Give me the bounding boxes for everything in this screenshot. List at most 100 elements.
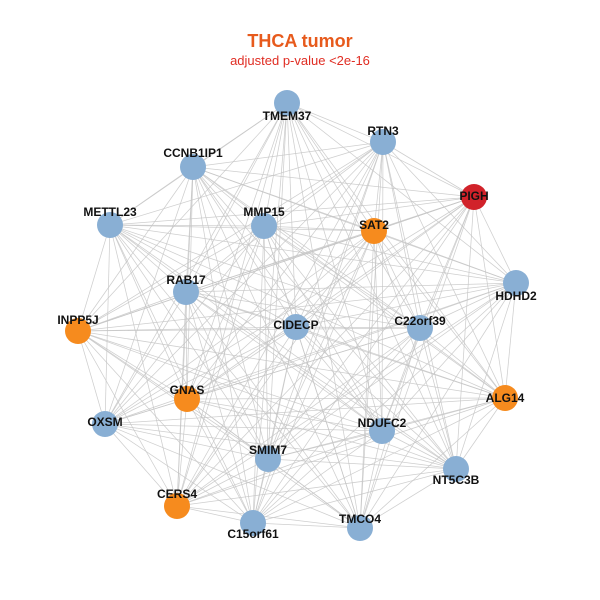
edge-line (104, 397, 506, 425)
edge-line (382, 141, 475, 198)
edge-line (267, 141, 384, 460)
node-oxsm (92, 411, 118, 437)
node-label-mmp15: MMP15 (243, 205, 285, 219)
edge-line (77, 330, 254, 524)
node-label-rtn3: RTN3 (367, 124, 399, 138)
edge-line (263, 225, 375, 232)
edge-line (77, 330, 506, 399)
edge-line (192, 166, 506, 399)
edge-line (252, 430, 383, 524)
edge-line (109, 166, 194, 226)
edge-line (252, 282, 517, 524)
edge-line (104, 398, 188, 425)
node-label-ndufc2: NDUFC2 (357, 416, 407, 430)
edge-line (359, 397, 506, 529)
edge-line (77, 330, 457, 470)
edge-line (186, 397, 506, 400)
edge-line (373, 230, 506, 399)
node-hdhd2 (503, 270, 529, 296)
edge-line (176, 230, 375, 507)
node-label-c22orf39: C22orf39 (394, 314, 446, 328)
edge-line (109, 224, 254, 524)
edge-line (176, 430, 383, 507)
edge-line (77, 330, 269, 460)
node-mettl23 (97, 212, 123, 238)
edge-line (104, 423, 361, 529)
edge-line (504, 282, 517, 399)
edge-line (77, 141, 384, 332)
edge-line (104, 166, 194, 425)
edge-line (359, 282, 517, 529)
node-gnas (174, 386, 200, 412)
node-label-c15orf61: C15orf61 (227, 527, 279, 541)
node-label-pigh: PIGH (459, 189, 489, 203)
edge-line (286, 102, 384, 143)
edge-line (286, 102, 297, 328)
edge-line (267, 458, 361, 529)
edge-line (192, 141, 384, 168)
edge-line (455, 196, 475, 470)
edge-line (286, 102, 375, 232)
node-label-mettl23: METTL23 (83, 205, 137, 219)
node-label-sat2: SAT2 (359, 218, 389, 232)
edge-line (419, 282, 517, 329)
edge-line (104, 102, 288, 425)
edge-line (77, 330, 178, 507)
edge-line (185, 225, 265, 293)
edge-line (185, 291, 269, 460)
edge-line (176, 326, 297, 507)
node-c22orf39 (407, 315, 433, 341)
edge-line (186, 225, 265, 400)
edge-line (252, 225, 265, 524)
edge-line (109, 224, 361, 529)
edge-line (104, 326, 297, 425)
edge-line (109, 224, 178, 507)
edge-line (77, 327, 421, 332)
edge-line (263, 225, 517, 284)
edge-line (192, 166, 254, 524)
node-label-cidecp: CIDECP (273, 318, 319, 332)
node-rtn3 (370, 129, 396, 155)
edge-line (295, 326, 361, 529)
node-label-smim7: SMIM7 (248, 443, 288, 457)
edge-line (455, 282, 517, 470)
edge-line (176, 398, 188, 507)
edge-line (185, 291, 188, 400)
edge-line (104, 423, 254, 524)
node-label-hdhd2: HDHD2 (495, 289, 537, 303)
node-tmco4 (347, 515, 373, 541)
edge-line (185, 230, 375, 293)
edge-line (77, 330, 383, 432)
edge-line (185, 291, 361, 529)
edge-line (104, 423, 178, 507)
edge-line (373, 230, 421, 329)
edge-line (295, 282, 517, 328)
edge-line (176, 196, 475, 507)
edge-line (373, 230, 517, 284)
node-nt5c3b (443, 456, 469, 482)
node-sat2 (361, 218, 387, 244)
edge-line (109, 224, 297, 328)
edge-line (186, 398, 457, 470)
edge-line (104, 423, 269, 460)
edge-line (295, 326, 506, 399)
edge-line (359, 468, 457, 529)
edge-line (192, 166, 421, 329)
edge-line (382, 141, 421, 329)
edge-line (263, 225, 457, 470)
node-label-tmem37: TMEM37 (262, 109, 312, 123)
edge-line (176, 468, 457, 507)
node-smim7 (255, 446, 281, 472)
edge-line (419, 196, 475, 329)
node-alg14 (492, 385, 518, 411)
edge-line (295, 326, 383, 432)
node-label-alg14: ALG14 (485, 391, 525, 405)
edge-line (77, 230, 375, 332)
edge-line (77, 330, 361, 529)
node-label-rab17: RAB17 (166, 273, 206, 287)
node-cidecp (283, 314, 309, 340)
edge-line (263, 225, 421, 329)
edge-line (109, 224, 375, 232)
edge-line (286, 102, 506, 399)
